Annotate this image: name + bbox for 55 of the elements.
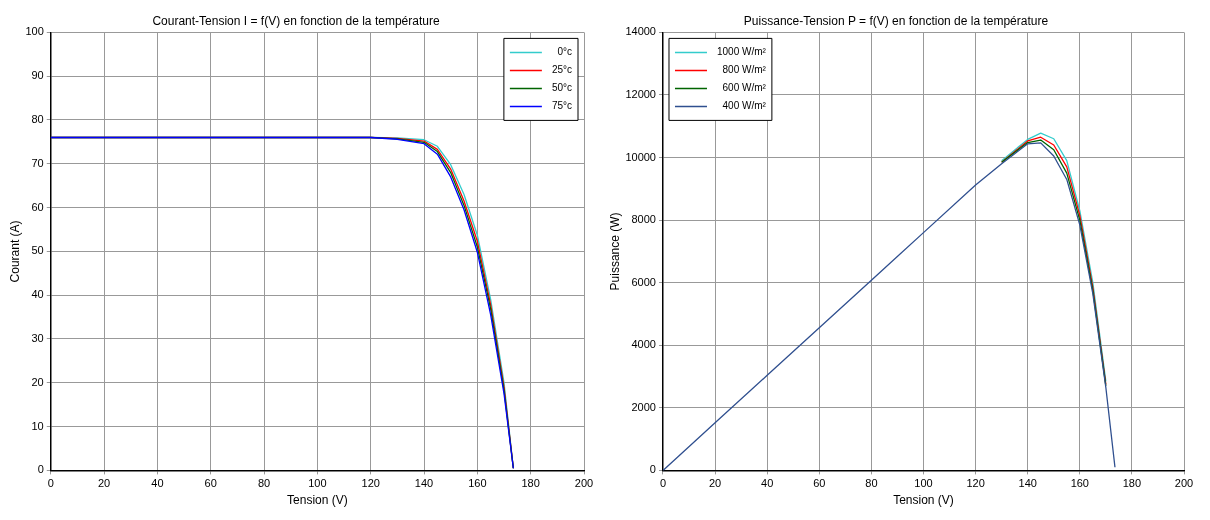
legend-label: 1000 W/m² — [716, 46, 767, 58]
x-axis-title: Tension (V) — [287, 493, 348, 508]
y-tick-label: 50 — [31, 244, 44, 257]
legend-label: 600 W/m² — [722, 82, 767, 94]
x-tick-label: 80 — [257, 477, 271, 490]
x-tick-label: 80 — [865, 477, 878, 490]
chart-title: Puissance-Tension P = f(V) en fonction de la température — [743, 13, 1049, 28]
y-tick-label: 20 — [31, 375, 44, 388]
x-tick-label: 0 — [47, 477, 54, 490]
y-tick-label: 10000 — [625, 150, 656, 163]
legend-label: 800 W/m² — [722, 64, 767, 76]
x-tick-label: 120 — [966, 477, 985, 490]
legend-label: 400 W/m² — [722, 100, 767, 112]
x-tick-label: 0 — [659, 477, 667, 490]
legend-label: 25°c — [551, 64, 572, 76]
y-tick-label: 30 — [31, 332, 44, 345]
x-tick-label: 100 — [914, 477, 933, 490]
x-tick-label: 160 — [1070, 477, 1089, 490]
x-tick-label: 60 — [204, 477, 217, 490]
x-tick-label: 60 — [813, 477, 826, 490]
legend-label: 75°c — [551, 100, 572, 112]
x-tick-label: 200 — [1174, 477, 1194, 490]
x-tick-label: 140 — [414, 477, 434, 490]
y-tick-label: 14000 — [625, 25, 656, 38]
y-tick-label: 90 — [31, 69, 44, 82]
x-axis-title: Tension (V) — [893, 493, 954, 508]
y-axis-title: Courant (A) — [7, 220, 22, 283]
x-tick-label: 180 — [1122, 477, 1142, 490]
y-tick-label: 100 — [25, 25, 44, 38]
x-tick-label: 20 — [97, 477, 111, 490]
y-tick-label: 80 — [31, 113, 44, 126]
x-tick-label: 20 — [708, 477, 722, 490]
y-tick-label: 6000 — [631, 275, 656, 288]
legend-label: 50°c — [551, 82, 572, 94]
y-tick-label: 60 — [31, 200, 44, 213]
x-tick-label: 40 — [151, 477, 164, 490]
x-tick-label: 160 — [468, 477, 487, 490]
y-axis-title: Puissance (W) — [607, 212, 622, 291]
x-tick-label: 120 — [361, 477, 380, 490]
x-tick-label: 140 — [1018, 477, 1037, 490]
y-tick-label: 2000 — [631, 400, 656, 413]
chart-title: Courant-Tension I = f(V) en fonction de la température — [152, 13, 440, 28]
y-tick-label: 40 — [31, 288, 44, 301]
x-tick-label: 200 — [574, 477, 594, 490]
y-tick-label: 0 — [649, 463, 656, 476]
y-tick-label: 12000 — [625, 88, 656, 100]
y-tick-label: 4000 — [631, 338, 656, 351]
y-tick-label: 0 — [37, 463, 44, 476]
legend-label: 0°c — [557, 46, 572, 58]
x-tick-label: 180 — [521, 477, 540, 490]
y-tick-label: 8000 — [631, 213, 656, 226]
y-tick-label: 70 — [31, 156, 44, 169]
y-tick-label: 10 — [31, 419, 44, 432]
x-tick-label: 40 — [761, 477, 774, 490]
x-tick-label: 100 — [308, 477, 327, 490]
